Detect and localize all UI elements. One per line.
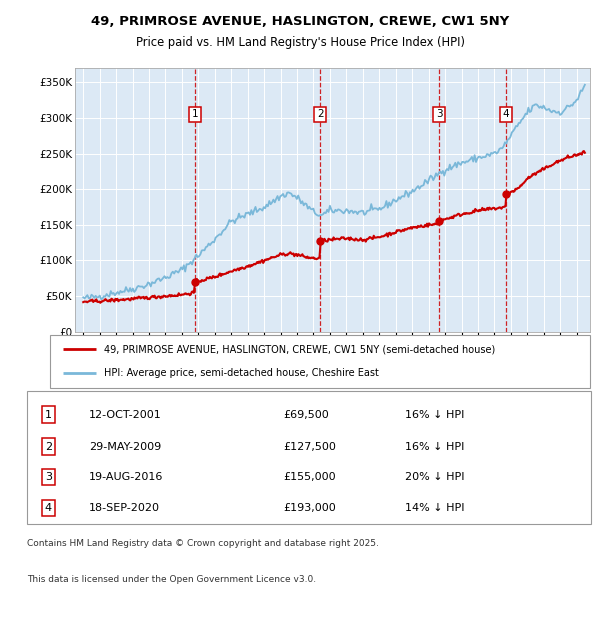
Text: £155,000: £155,000 xyxy=(284,472,336,482)
Text: Contains HM Land Registry data © Crown copyright and database right 2025.: Contains HM Land Registry data © Crown c… xyxy=(27,539,379,547)
Text: 16% ↓ HPI: 16% ↓ HPI xyxy=(405,410,464,420)
Text: 18-SEP-2020: 18-SEP-2020 xyxy=(89,503,160,513)
Text: 29-MAY-2009: 29-MAY-2009 xyxy=(89,441,161,451)
Text: 1: 1 xyxy=(191,110,198,120)
Text: 3: 3 xyxy=(436,110,442,120)
Text: £193,000: £193,000 xyxy=(284,503,337,513)
Text: 4: 4 xyxy=(503,110,509,120)
Text: £127,500: £127,500 xyxy=(284,441,337,451)
Text: 12-OCT-2001: 12-OCT-2001 xyxy=(89,410,162,420)
FancyBboxPatch shape xyxy=(27,391,591,524)
Text: 16% ↓ HPI: 16% ↓ HPI xyxy=(405,441,464,451)
Text: 2: 2 xyxy=(45,441,52,451)
Text: 3: 3 xyxy=(45,472,52,482)
Text: 14% ↓ HPI: 14% ↓ HPI xyxy=(405,503,464,513)
Text: Price paid vs. HM Land Registry's House Price Index (HPI): Price paid vs. HM Land Registry's House … xyxy=(136,36,464,48)
Text: 2: 2 xyxy=(317,110,323,120)
Text: 20% ↓ HPI: 20% ↓ HPI xyxy=(405,472,464,482)
FancyBboxPatch shape xyxy=(50,335,590,388)
Text: 49, PRIMROSE AVENUE, HASLINGTON, CREWE, CW1 5NY: 49, PRIMROSE AVENUE, HASLINGTON, CREWE, … xyxy=(91,16,509,28)
Text: This data is licensed under the Open Government Licence v3.0.: This data is licensed under the Open Gov… xyxy=(27,575,316,584)
Text: 49, PRIMROSE AVENUE, HASLINGTON, CREWE, CW1 5NY (semi-detached house): 49, PRIMROSE AVENUE, HASLINGTON, CREWE, … xyxy=(104,344,495,354)
Text: HPI: Average price, semi-detached house, Cheshire East: HPI: Average price, semi-detached house,… xyxy=(104,368,379,378)
Text: £69,500: £69,500 xyxy=(284,410,329,420)
Text: 19-AUG-2016: 19-AUG-2016 xyxy=(89,472,163,482)
Text: 1: 1 xyxy=(45,410,52,420)
Text: 4: 4 xyxy=(45,503,52,513)
